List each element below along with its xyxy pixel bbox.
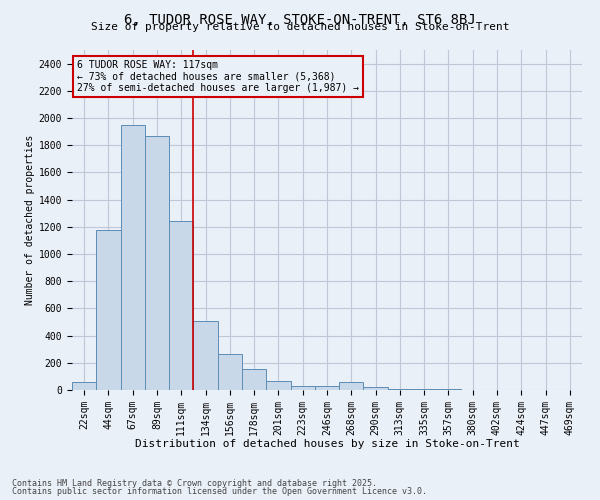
Bar: [121, 125, 145, 390]
Bar: [169, 222, 193, 390]
Y-axis label: Number of detached properties: Number of detached properties: [25, 135, 35, 305]
Bar: [364, 388, 388, 390]
Bar: [193, 320, 218, 390]
Text: 6, TUDOR ROSE WAY, STOKE-ON-TRENT, ST6 8BJ: 6, TUDOR ROSE WAY, STOKE-ON-TRENT, ST6 8…: [124, 12, 476, 26]
Bar: [266, 381, 290, 390]
Bar: [242, 369, 266, 390]
X-axis label: Distribution of detached houses by size in Stoke-on-Trent: Distribution of detached houses by size …: [134, 439, 520, 449]
Bar: [145, 136, 169, 390]
Text: Size of property relative to detached houses in Stoke-on-Trent: Size of property relative to detached ho…: [91, 22, 509, 32]
Bar: [218, 354, 242, 390]
Text: Contains public sector information licensed under the Open Government Licence v3: Contains public sector information licen…: [12, 487, 427, 496]
Bar: [290, 386, 315, 390]
Bar: [339, 382, 364, 390]
Bar: [315, 386, 339, 390]
Text: 6 TUDOR ROSE WAY: 117sqm
← 73% of detached houses are smaller (5,368)
27% of sem: 6 TUDOR ROSE WAY: 117sqm ← 73% of detach…: [77, 60, 359, 94]
Bar: [96, 230, 121, 390]
Bar: [72, 382, 96, 390]
Bar: [388, 388, 412, 390]
Text: Contains HM Land Registry data © Crown copyright and database right 2025.: Contains HM Land Registry data © Crown c…: [12, 478, 377, 488]
